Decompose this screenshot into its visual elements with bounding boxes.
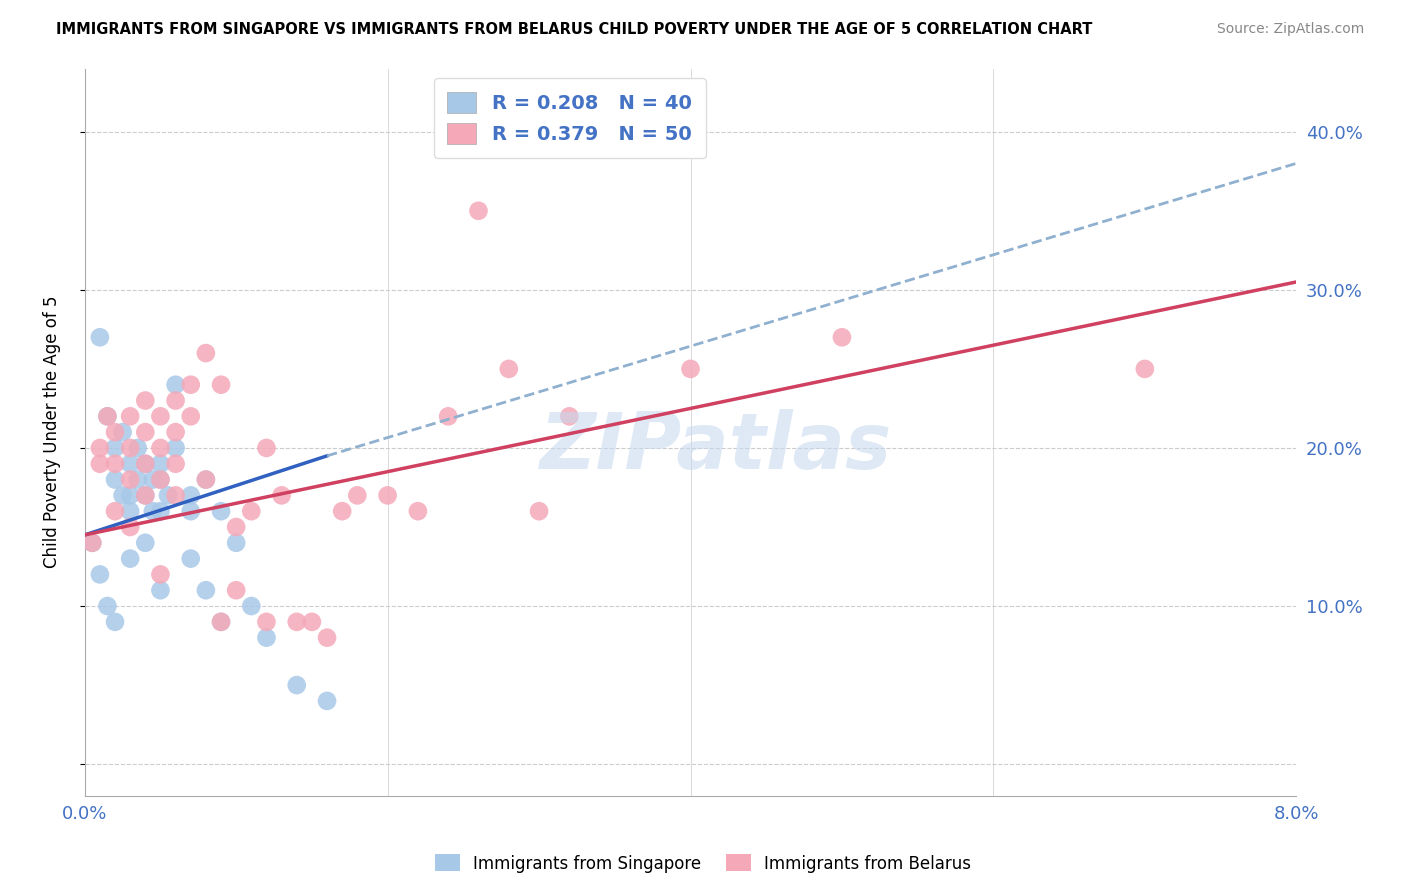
Point [498, 362, 520, 376]
Point [120, 504, 142, 518]
Point [330, 504, 353, 518]
Point [225, 520, 247, 534]
Point [180, 409, 202, 424]
Point [104, 504, 127, 518]
Point [467, 203, 489, 218]
Point [96, 409, 118, 424]
Point [89, 567, 111, 582]
Point [180, 551, 202, 566]
Point [165, 425, 187, 439]
Legend: R = 0.208   N = 40, R = 0.379   N = 50: R = 0.208 N = 40, R = 0.379 N = 50 [433, 78, 706, 158]
Point [256, 631, 278, 645]
Point [120, 409, 142, 424]
Point [104, 457, 127, 471]
Point [104, 615, 127, 629]
Point [96, 599, 118, 613]
Point [285, 615, 308, 629]
Point [194, 583, 217, 598]
Point [209, 504, 232, 518]
Point [134, 457, 156, 471]
Point [256, 441, 278, 455]
Point [149, 457, 172, 471]
Point [120, 441, 142, 455]
Point [96, 409, 118, 424]
Point [120, 520, 142, 534]
Point [120, 473, 142, 487]
Point [120, 457, 142, 471]
Point [316, 694, 339, 708]
Point [157, 488, 180, 502]
Point [527, 504, 550, 518]
Point [111, 488, 134, 502]
Point [120, 551, 142, 566]
Point [104, 425, 127, 439]
Point [301, 615, 323, 629]
Point [240, 599, 263, 613]
Legend: Immigrants from Singapore, Immigrants from Belarus: Immigrants from Singapore, Immigrants fr… [427, 847, 979, 880]
Point [89, 457, 111, 471]
Point [89, 441, 111, 455]
Point [82, 536, 104, 550]
Point [194, 473, 217, 487]
Point [180, 504, 202, 518]
Point [134, 457, 156, 471]
Point [142, 504, 165, 518]
Point [142, 473, 165, 487]
Point [209, 377, 232, 392]
Point [165, 441, 187, 455]
Point [127, 473, 149, 487]
Point [111, 425, 134, 439]
Point [831, 330, 853, 344]
Point [194, 473, 217, 487]
Point [89, 330, 111, 344]
Point [165, 488, 187, 502]
Point [149, 583, 172, 598]
Point [149, 409, 172, 424]
Point [127, 441, 149, 455]
Point [194, 346, 217, 360]
Point [149, 473, 172, 487]
Point [165, 377, 187, 392]
Point [209, 615, 232, 629]
Text: ZIPatlas: ZIPatlas [538, 409, 891, 484]
Point [558, 409, 581, 424]
Point [225, 583, 247, 598]
Point [240, 504, 263, 518]
Point [346, 488, 368, 502]
Point [209, 615, 232, 629]
Text: Source: ZipAtlas.com: Source: ZipAtlas.com [1216, 22, 1364, 37]
Point [134, 488, 156, 502]
Point [180, 377, 202, 392]
Y-axis label: Child Poverty Under the Age of 5: Child Poverty Under the Age of 5 [44, 296, 60, 568]
Point [1133, 362, 1156, 376]
Point [134, 488, 156, 502]
Point [225, 536, 247, 550]
Point [377, 488, 399, 502]
Point [165, 457, 187, 471]
Text: IMMIGRANTS FROM SINGAPORE VS IMMIGRANTS FROM BELARUS CHILD POVERTY UNDER THE AGE: IMMIGRANTS FROM SINGAPORE VS IMMIGRANTS … [56, 22, 1092, 37]
Point [134, 425, 156, 439]
Point [104, 441, 127, 455]
Point [134, 536, 156, 550]
Point [149, 504, 172, 518]
Point [165, 393, 187, 408]
Point [437, 409, 460, 424]
Point [679, 362, 702, 376]
Point [104, 473, 127, 487]
Point [285, 678, 308, 692]
Point [134, 393, 156, 408]
Point [120, 488, 142, 502]
Point [149, 473, 172, 487]
Point [149, 441, 172, 455]
Point [82, 536, 104, 550]
Point [270, 488, 292, 502]
Point [149, 567, 172, 582]
Point [316, 631, 339, 645]
Point [256, 615, 278, 629]
Point [406, 504, 429, 518]
Point [180, 488, 202, 502]
